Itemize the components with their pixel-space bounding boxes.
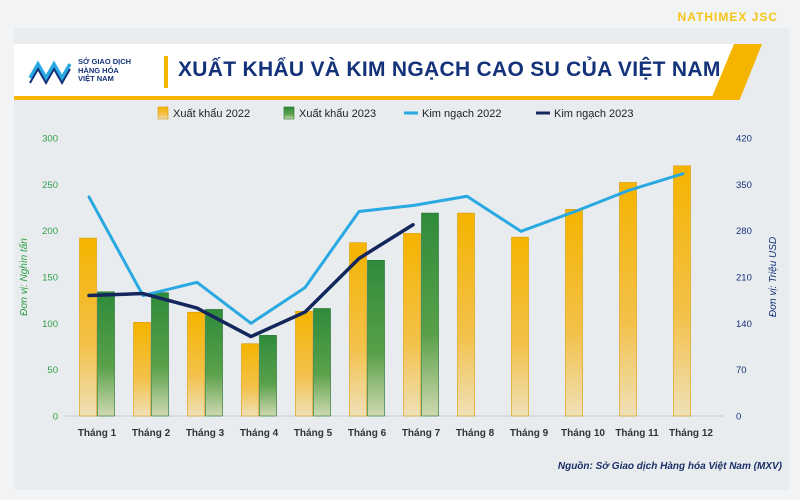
- category-label: Tháng 8: [456, 428, 495, 439]
- category-label: Tháng 1: [78, 428, 117, 439]
- lines: [87, 172, 685, 339]
- source-note: Nguồn: Sở Giao dịch Hàng hóa Việt Nam (M…: [557, 461, 782, 472]
- logo-text-line: SỞ GIAO DỊCH: [78, 57, 132, 67]
- logo-text-line: HÀNG HÓA: [78, 65, 119, 75]
- legend-swatch: [157, 106, 169, 120]
- legend: Xuất khẩu 2022 Xuất khẩu 2023 Kim ngạch 20…: [157, 106, 634, 120]
- y-left-tick-label: 250: [42, 180, 58, 191]
- y-left-tick-label: 150: [42, 273, 58, 284]
- category-label: Tháng 11: [615, 428, 659, 439]
- bar-xuat-khau-2023: [313, 308, 331, 417]
- y-right-tick-label: 350: [736, 180, 752, 191]
- y-left-tick-label: 200: [42, 226, 58, 237]
- category-label: Tháng 5: [294, 428, 333, 439]
- category-label: Tháng 10: [561, 428, 605, 439]
- y-left-tick-label: 50: [47, 365, 58, 376]
- header-panel: [14, 44, 734, 96]
- category-label: Tháng 3: [186, 428, 225, 439]
- line-kim-ngach-2023: [87, 222, 415, 339]
- bar-xuat-khau-2023: [97, 291, 115, 417]
- title-divider: [164, 56, 168, 88]
- y-right-tick-label: 420: [736, 134, 752, 145]
- y-left-tick-label: 100: [42, 319, 58, 330]
- bar-xuat-khau-2022: [79, 237, 97, 417]
- y-right-tick-label: 140: [736, 319, 752, 330]
- y-left-tick-label: 0: [53, 412, 58, 423]
- bar-xuat-khau-2023: [367, 260, 385, 417]
- bar-xuat-khau-2022: [133, 322, 151, 417]
- category-label: Tháng 12: [669, 428, 713, 439]
- category-label: Tháng 2: [132, 428, 171, 439]
- bar-xuat-khau-2022: [619, 182, 637, 417]
- bar-xuat-khau-2022: [511, 236, 529, 417]
- exchange-logo: SỞ GIAO DỊCH HÀNG HÓA VIỆT NAM: [28, 52, 160, 90]
- legend-label: Kim ngạch 2022: [422, 108, 502, 120]
- axes: 0 50 100 150 200 250 300 0 70 140 210 280 350 420 Đơn …: [18, 134, 779, 423]
- logo-text-line: VIỆT NAM: [78, 74, 114, 84]
- category-label: Tháng 9: [510, 428, 549, 439]
- legend-label: Kim ngạch 2023: [554, 108, 634, 120]
- y-right-axis-label: Đơn vị: Triệu USD: [768, 237, 779, 317]
- bars: [79, 165, 691, 417]
- brand-watermark: NATHIMEX JSC: [677, 10, 778, 24]
- chart-title: XUẤT KHẨU VÀ KIM NGẠCH CAO SU CỦA VIỆT N…: [178, 58, 721, 81]
- bar-xuat-khau-2022: [349, 242, 367, 417]
- legend-swatch: [283, 106, 295, 120]
- bar-xuat-khau-2022: [187, 311, 205, 417]
- bar-xuat-khau-2022: [673, 165, 691, 417]
- category-label: Tháng 4: [240, 428, 279, 439]
- logo-text: SỞ GIAO DỊCH HÀNG HÓA VIỆT NAM: [78, 58, 131, 84]
- bar-xuat-khau-2022: [403, 233, 421, 417]
- legend-label: Xuất khẩu 2023: [299, 108, 376, 120]
- y-right-tick-label: 210: [736, 273, 752, 284]
- bar-xuat-khau-2022: [241, 343, 259, 417]
- y-left-tick-label: 300: [42, 134, 58, 145]
- exchange-logo-icon: [28, 56, 72, 86]
- category-label: Tháng 7: [402, 428, 441, 439]
- legend-label: Xuất khẩu 2022: [173, 108, 250, 120]
- y-left-axis-label: Đơn vị: Nghìn tấn: [18, 238, 30, 316]
- bar-xuat-khau-2023: [205, 309, 223, 417]
- bar-xuat-khau-2023: [421, 212, 439, 417]
- bar-xuat-khau-2022: [565, 209, 583, 417]
- bar-xuat-khau-2022: [457, 212, 475, 417]
- bar-xuat-khau-2022: [295, 310, 313, 417]
- bar-xuat-khau-2023: [151, 292, 169, 417]
- y-right-tick-label: 0: [736, 412, 741, 423]
- y-right-tick-label: 280: [736, 226, 752, 237]
- line-kim-ngach-2022: [87, 172, 685, 325]
- y-right-tick-label: 70: [736, 365, 747, 376]
- category-label: Tháng 6: [348, 428, 387, 439]
- bar-xuat-khau-2023: [259, 335, 277, 417]
- category-labels: Tháng 1 Tháng 2 Tháng 3 Tháng 4 Tháng 5 Tháng…: [78, 428, 714, 439]
